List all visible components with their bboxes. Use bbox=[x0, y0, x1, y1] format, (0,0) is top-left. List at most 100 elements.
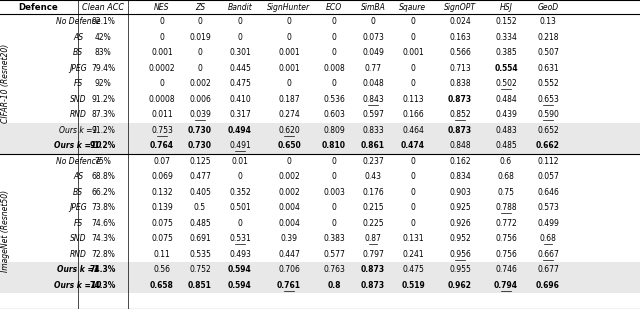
Text: 0.493: 0.493 bbox=[229, 250, 251, 259]
Text: RND: RND bbox=[70, 250, 86, 259]
Text: 0.955: 0.955 bbox=[449, 265, 471, 274]
Text: 0: 0 bbox=[332, 157, 337, 166]
Text: Clean ACC: Clean ACC bbox=[82, 2, 124, 11]
Text: 0: 0 bbox=[237, 172, 243, 181]
Text: 0.662: 0.662 bbox=[536, 141, 560, 150]
Text: 0.838: 0.838 bbox=[449, 79, 471, 88]
Text: 0.772: 0.772 bbox=[495, 219, 517, 228]
Text: 0.763: 0.763 bbox=[323, 265, 345, 274]
Text: 42%: 42% bbox=[95, 33, 111, 42]
Text: 0.474: 0.474 bbox=[401, 141, 425, 150]
Text: SignHunter: SignHunter bbox=[268, 2, 310, 11]
Text: 0.652: 0.652 bbox=[537, 126, 559, 135]
Text: 0.502: 0.502 bbox=[495, 79, 517, 88]
Text: 0.843: 0.843 bbox=[362, 95, 384, 104]
Text: 91.2%: 91.2% bbox=[90, 141, 116, 150]
Text: 0.536: 0.536 bbox=[323, 95, 345, 104]
Text: 0.002: 0.002 bbox=[278, 172, 300, 181]
Text: 0.77: 0.77 bbox=[365, 64, 381, 73]
Text: 87.3%: 87.3% bbox=[91, 110, 115, 119]
Text: 0: 0 bbox=[159, 79, 164, 88]
Text: 74.6%: 74.6% bbox=[91, 219, 115, 228]
Text: 0.274: 0.274 bbox=[278, 110, 300, 119]
Text: 0.075: 0.075 bbox=[151, 234, 173, 243]
Text: 0.507: 0.507 bbox=[537, 48, 559, 57]
Text: 0: 0 bbox=[287, 157, 291, 166]
Text: 0.225: 0.225 bbox=[362, 219, 384, 228]
Text: 75%: 75% bbox=[95, 157, 111, 166]
Text: JPEG: JPEG bbox=[69, 203, 87, 212]
Text: 0.566: 0.566 bbox=[449, 48, 471, 57]
Text: 0.677: 0.677 bbox=[537, 265, 559, 274]
Text: 0.383: 0.383 bbox=[323, 234, 345, 243]
Text: 0.385: 0.385 bbox=[495, 48, 517, 57]
Text: 0.002: 0.002 bbox=[189, 79, 211, 88]
Text: 0: 0 bbox=[287, 79, 291, 88]
Text: 0.176: 0.176 bbox=[362, 188, 384, 197]
Text: 0.485: 0.485 bbox=[495, 141, 517, 150]
Text: 92.1%: 92.1% bbox=[91, 17, 115, 26]
Text: 0.658: 0.658 bbox=[150, 281, 174, 290]
Text: 0.87: 0.87 bbox=[365, 234, 381, 243]
Text: 0: 0 bbox=[371, 17, 376, 26]
Text: 0.797: 0.797 bbox=[362, 250, 384, 259]
Text: 0.01: 0.01 bbox=[232, 157, 248, 166]
Text: 0.653: 0.653 bbox=[537, 95, 559, 104]
Text: 0.163: 0.163 bbox=[449, 33, 471, 42]
Text: 0.552: 0.552 bbox=[537, 79, 559, 88]
Text: 0.011: 0.011 bbox=[151, 110, 173, 119]
Text: 0.218: 0.218 bbox=[537, 33, 559, 42]
Text: 0.073: 0.073 bbox=[362, 33, 384, 42]
Text: 0.713: 0.713 bbox=[449, 64, 471, 73]
Text: 0.573: 0.573 bbox=[537, 203, 559, 212]
Text: 0.057: 0.057 bbox=[537, 172, 559, 181]
Text: Ours k =1: Ours k =1 bbox=[59, 126, 97, 135]
Text: ImageNet (Resnet50): ImageNet (Resnet50) bbox=[1, 190, 10, 272]
Text: 0.131: 0.131 bbox=[402, 234, 424, 243]
Text: 0: 0 bbox=[332, 48, 337, 57]
Text: 0.301: 0.301 bbox=[229, 48, 251, 57]
Text: SND: SND bbox=[70, 95, 86, 104]
Text: 0.334: 0.334 bbox=[495, 33, 517, 42]
Text: 0.501: 0.501 bbox=[229, 203, 251, 212]
Text: 0.68: 0.68 bbox=[497, 172, 515, 181]
Text: 0.756: 0.756 bbox=[495, 250, 517, 259]
Text: 0: 0 bbox=[332, 203, 337, 212]
Text: 0.006: 0.006 bbox=[189, 95, 211, 104]
Text: 0.753: 0.753 bbox=[151, 126, 173, 135]
Text: 0: 0 bbox=[198, 48, 202, 57]
Text: 0.8: 0.8 bbox=[327, 281, 340, 290]
Text: HSJ: HSJ bbox=[500, 2, 513, 11]
Text: SND: SND bbox=[70, 234, 86, 243]
Text: 0.464: 0.464 bbox=[402, 126, 424, 135]
Text: 0.166: 0.166 bbox=[402, 110, 424, 119]
Text: 0.761: 0.761 bbox=[277, 281, 301, 290]
Text: 0.069: 0.069 bbox=[151, 172, 173, 181]
Text: 0: 0 bbox=[332, 172, 337, 181]
Text: 0: 0 bbox=[287, 17, 291, 26]
Text: 74.3%: 74.3% bbox=[91, 234, 115, 243]
Text: 0.6: 0.6 bbox=[500, 157, 512, 166]
Text: 0.048: 0.048 bbox=[362, 79, 384, 88]
Text: No Defence: No Defence bbox=[56, 157, 100, 166]
Text: Sqaure: Sqaure bbox=[399, 2, 427, 11]
Text: SimBA: SimBA bbox=[360, 2, 385, 11]
Text: 0.024: 0.024 bbox=[449, 17, 471, 26]
Text: 0.237: 0.237 bbox=[362, 157, 384, 166]
Text: 0.594: 0.594 bbox=[228, 281, 252, 290]
Text: 0: 0 bbox=[237, 33, 243, 42]
Text: 0.730: 0.730 bbox=[188, 141, 212, 150]
Text: 0.873: 0.873 bbox=[448, 126, 472, 135]
Text: 0.07: 0.07 bbox=[154, 157, 170, 166]
Text: 0.484: 0.484 bbox=[495, 95, 517, 104]
Text: 0: 0 bbox=[237, 219, 243, 228]
Text: Bandit: Bandit bbox=[228, 2, 252, 11]
Text: 0.494: 0.494 bbox=[228, 126, 252, 135]
Text: 0.001: 0.001 bbox=[151, 48, 173, 57]
Text: 0.002: 0.002 bbox=[278, 188, 300, 197]
Text: 0.241: 0.241 bbox=[402, 250, 424, 259]
Text: 0.75: 0.75 bbox=[497, 188, 515, 197]
Text: 0.019: 0.019 bbox=[189, 33, 211, 42]
Text: 0.926: 0.926 bbox=[449, 219, 471, 228]
Text: 0.317: 0.317 bbox=[229, 110, 251, 119]
